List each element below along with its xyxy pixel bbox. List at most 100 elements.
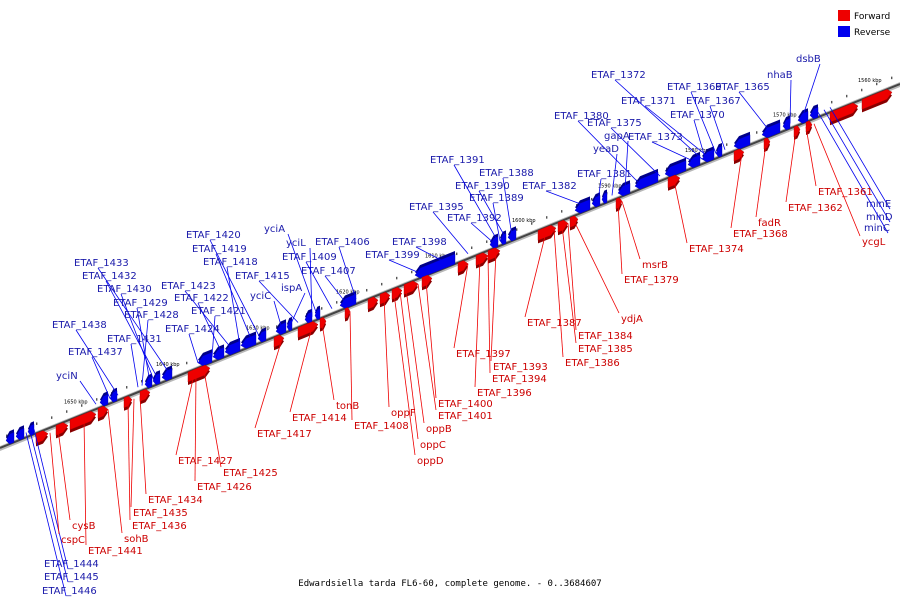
reverse-gene-arrow[interactable] xyxy=(304,311,313,324)
forward-gene-arrow[interactable] xyxy=(69,410,97,430)
reverse-gene-arrow[interactable] xyxy=(286,319,293,332)
gene-label-etaf-1385[interactable]: ETAF_1385 xyxy=(578,344,633,355)
reverse-gene-arrow[interactable] xyxy=(339,293,357,309)
gene-label-gapa[interactable]: gapA xyxy=(604,131,630,142)
gene-label-etaf-1421[interactable]: ETAF_1421 xyxy=(191,306,246,317)
forward-gene-arrow[interactable] xyxy=(297,321,319,338)
reverse-gene-arrow[interactable] xyxy=(275,321,287,335)
gene-label-etaf-1407[interactable]: ETAF_1407 xyxy=(301,266,356,277)
reverse-gene-arrow[interactable] xyxy=(701,148,715,163)
forward-gene-arrow[interactable] xyxy=(457,260,469,274)
gene-label-etaf-1381[interactable]: ETAF_1381 xyxy=(577,169,632,180)
gene-label-etaf-1434[interactable]: ETAF_1434 xyxy=(148,495,203,506)
gene-label-etaf-1437[interactable]: ETAF_1437 xyxy=(68,347,123,358)
forward-gene-arrow[interactable] xyxy=(344,307,351,319)
reverse-gene-arrow[interactable] xyxy=(414,253,456,279)
gene-label-cspc[interactable]: cspC xyxy=(61,535,85,546)
gene-label-oppf[interactable]: oppF xyxy=(391,408,416,419)
gene-label-etaf-1418[interactable]: ETAF_1418 xyxy=(203,257,258,268)
reverse-gene-arrow[interactable] xyxy=(489,236,499,249)
gene-label-etaf-1394[interactable]: ETAF_1394 xyxy=(492,374,547,385)
gene-label-yead[interactable]: yeaD xyxy=(593,144,619,155)
gene-label-etaf-1361[interactable]: ETAF_1361 xyxy=(818,187,873,198)
gene-label-mine[interactable]: minE xyxy=(866,199,891,210)
gene-label-etaf-1365[interactable]: ETAF_1365 xyxy=(715,82,770,93)
gene-label-ycia[interactable]: yciA xyxy=(264,224,285,235)
reverse-gene-arrow[interactable] xyxy=(761,122,781,139)
forward-gene-arrow[interactable] xyxy=(421,274,433,288)
gene-label-ycic[interactable]: yciC xyxy=(250,291,271,302)
gene-label-etaf-1373[interactable]: ETAF_1373 xyxy=(628,132,683,143)
gene-label-etaf-1444[interactable]: ETAF_1444 xyxy=(44,559,99,570)
gene-label-sohb[interactable]: sohB xyxy=(124,534,149,545)
gene-label-etaf-1435[interactable]: ETAF_1435 xyxy=(133,508,188,519)
gene-label-etaf-1374[interactable]: ETAF_1374 xyxy=(689,244,744,255)
reverse-gene-arrow[interactable] xyxy=(574,199,591,214)
gene-label-etaf-1392[interactable]: ETAF_1392 xyxy=(447,213,502,224)
gene-label-etaf-1397[interactable]: ETAF_1397 xyxy=(456,349,511,360)
gene-label-etaf-1368[interactable]: ETAF_1368 xyxy=(733,229,788,240)
reverse-gene-arrow[interactable] xyxy=(601,192,608,204)
forward-gene-arrow[interactable] xyxy=(557,219,569,233)
gene-label-ycgl[interactable]: ycgL xyxy=(862,237,886,248)
reverse-gene-arrow[interactable] xyxy=(499,233,507,245)
gene-label-etaf-1396[interactable]: ETAF_1396 xyxy=(477,388,532,399)
gene-label-etaf-1436[interactable]: ETAF_1436 xyxy=(132,521,187,532)
gene-label-etaf-1428[interactable]: ETAF_1428 xyxy=(124,310,179,321)
forward-gene-arrow[interactable] xyxy=(475,252,489,266)
reverse-gene-arrow[interactable] xyxy=(224,340,241,356)
gene-label-etaf-1371[interactable]: ETAF_1371 xyxy=(621,96,676,107)
gene-label-etaf-1408[interactable]: ETAF_1408 xyxy=(354,421,409,432)
gene-label-etaf-1414[interactable]: ETAF_1414 xyxy=(292,413,347,424)
gene-label-etaf-1388[interactable]: ETAF_1388 xyxy=(479,168,534,179)
forward-gene-arrow[interactable] xyxy=(615,197,623,210)
gene-label-etaf-1380[interactable]: ETAF_1380 xyxy=(554,111,609,122)
forward-gene-arrow[interactable] xyxy=(379,291,391,305)
gene-label-ispa[interactable]: ispA xyxy=(281,283,302,294)
gene-label-etaf-1372[interactable]: ETAF_1372 xyxy=(591,70,646,81)
reverse-gene-arrow[interactable] xyxy=(5,432,15,445)
reverse-gene-arrow[interactable] xyxy=(634,171,659,190)
gene-label-etaf-1362[interactable]: ETAF_1362 xyxy=(788,203,843,214)
gene-label-dsbb[interactable]: dsbB xyxy=(796,54,821,65)
gene-label-ycin[interactable]: yciN xyxy=(56,371,78,382)
gene-label-etaf-1382[interactable]: ETAF_1382 xyxy=(522,181,577,192)
gene-label-oppd[interactable]: oppD xyxy=(417,456,444,467)
reverse-gene-arrow[interactable] xyxy=(664,160,687,178)
gene-label-etaf-1415[interactable]: ETAF_1415 xyxy=(235,271,290,282)
forward-gene-arrow[interactable] xyxy=(35,430,49,444)
gene-label-etaf-1420[interactable]: ETAF_1420 xyxy=(186,230,241,241)
gene-label-ydja[interactable]: ydjA xyxy=(621,314,643,325)
gene-label-etaf-1391[interactable]: ETAF_1391 xyxy=(430,155,485,166)
forward-gene-arrow[interactable] xyxy=(273,334,285,348)
gene-label-etaf-1395[interactable]: ETAF_1395 xyxy=(409,202,464,213)
reverse-gene-arrow[interactable] xyxy=(15,428,25,441)
gene-label-etaf-1438[interactable]: ETAF_1438 xyxy=(52,320,107,331)
gene-label-etaf-1369[interactable]: ETAF_1369 xyxy=(667,82,722,93)
reverse-gene-arrow[interactable] xyxy=(212,347,225,361)
gene-label-etaf-1370[interactable]: ETAF_1370 xyxy=(670,110,725,121)
gene-label-ycil[interactable]: yciL xyxy=(286,238,306,249)
reverse-gene-arrow[interactable] xyxy=(617,182,631,197)
gene-label-etaf-1400[interactable]: ETAF_1400 xyxy=(438,399,493,410)
forward-gene-arrow[interactable] xyxy=(537,224,557,241)
gene-label-oppc[interactable]: oppC xyxy=(420,440,446,451)
gene-label-etaf-1389[interactable]: ETAF_1389 xyxy=(469,193,524,204)
forward-gene-arrow[interactable] xyxy=(367,296,379,310)
gene-label-tonb[interactable]: tonB xyxy=(336,401,359,412)
forward-gene-arrow[interactable] xyxy=(861,89,893,110)
gene-label-minc[interactable]: minC xyxy=(864,223,890,234)
gene-label-msrb[interactable]: msrB xyxy=(642,260,668,271)
gene-label-etaf-1422[interactable]: ETAF_1422 xyxy=(174,293,229,304)
gene-label-etaf-1445[interactable]: ETAF_1445 xyxy=(44,572,99,583)
gene-label-etaf-1431[interactable]: ETAF_1431 xyxy=(107,334,162,345)
gene-label-etaf-1430[interactable]: ETAF_1430 xyxy=(97,284,152,295)
gene-label-etaf-1419[interactable]: ETAF_1419 xyxy=(192,244,247,255)
gene-label-nhab[interactable]: nhaB xyxy=(767,70,793,81)
gene-label-etaf-1426[interactable]: ETAF_1426 xyxy=(197,482,252,493)
gene-label-etaf-1427[interactable]: ETAF_1427 xyxy=(178,456,233,467)
reverse-gene-arrow[interactable] xyxy=(152,373,161,386)
reverse-gene-arrow[interactable] xyxy=(782,118,791,131)
reverse-gene-arrow[interactable] xyxy=(257,330,267,343)
gene-label-etaf-1367[interactable]: ETAF_1367 xyxy=(686,96,741,107)
